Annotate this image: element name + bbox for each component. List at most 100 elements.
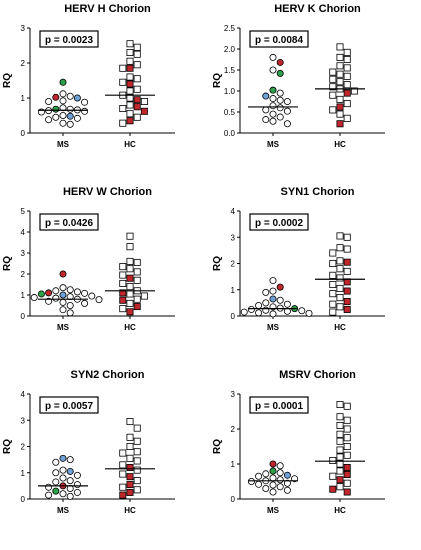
data-point-circle (66, 492, 74, 500)
data-point-circle (269, 481, 277, 489)
data-point-square (343, 114, 351, 122)
data-point-circle (247, 305, 255, 313)
data-point-circle (66, 105, 74, 113)
p-value-box (249, 396, 309, 414)
data-point-circle (269, 117, 277, 125)
p-value-box (39, 396, 99, 414)
data-point-circle (262, 470, 270, 478)
data-point-circle (283, 486, 291, 494)
data-point-circle (262, 299, 270, 307)
y-tick-label: 0.0 (224, 129, 236, 138)
data-point-circle (45, 116, 53, 124)
data-point-circle (59, 104, 67, 112)
data-point-circle (59, 298, 67, 306)
data-point-square (126, 418, 134, 426)
data-point-circle (52, 294, 60, 302)
data-point-square (126, 40, 134, 48)
scatter-plot: SYN1 Chorion RQ 0 1 2 3 4 MS HC p = 0.0002 (212, 186, 385, 332)
data-point-circle (298, 307, 306, 315)
data-point-circle (240, 308, 248, 316)
y-axis-label: RQ (2, 256, 13, 271)
data-point-circle (73, 94, 81, 102)
data-point-circle (269, 310, 277, 318)
data-point-circle (88, 292, 96, 300)
data-point-square (126, 433, 134, 441)
data-point-circle (59, 474, 67, 482)
data-point-circle (269, 86, 277, 94)
data-point-square (133, 113, 141, 121)
data-point-square (133, 276, 141, 284)
panel-title: MSRV Chorion (279, 369, 356, 381)
y-tick-label: 2 (21, 59, 26, 68)
data-point-circle (66, 467, 74, 475)
data-point-square (126, 443, 134, 451)
panel-title: HERV W Chorion (63, 186, 152, 198)
panel-title: HERV H Chorion (64, 3, 151, 15)
scatter-plot: MSRV Chorion RQ 0 1 2 3 MS HC p = 0.0001 (212, 369, 385, 515)
data-point-circle (59, 466, 67, 474)
data-point-circle (73, 114, 81, 122)
data-point-square (343, 305, 351, 313)
y-tick-label: 2 (231, 425, 236, 434)
data-point-square (336, 95, 344, 103)
category-label: MS (57, 506, 70, 515)
data-point-square (343, 434, 351, 442)
data-point-square (329, 290, 337, 298)
data-point-circle (276, 69, 284, 77)
data-point-square (126, 94, 134, 102)
data-point-square (336, 437, 344, 445)
y-tick-label: 0.5 (224, 108, 236, 117)
scatter-plot: SYN2 Chorion RQ 0 1 2 3 4 MS HC p = 0.0057 (2, 369, 175, 515)
data-point-circle (81, 98, 89, 106)
scatter-plot: HERV H Chorion RQ 0 1 2 3 MS HC p = 0.0023 (2, 3, 175, 149)
data-point-circle (59, 284, 67, 292)
data-point-circle (45, 491, 53, 499)
data-point-square (343, 471, 351, 479)
y-tick-label: 0 (21, 312, 26, 321)
data-point-square (133, 103, 141, 111)
data-point-square (133, 61, 141, 69)
data-point-square (336, 274, 344, 282)
data-point-square (133, 75, 141, 83)
data-point-circle (276, 469, 284, 477)
p-value-label: p = 0.0426 (45, 218, 94, 229)
data-point-square (336, 483, 344, 491)
data-point-square (126, 464, 134, 472)
y-tick-label: 0 (231, 495, 236, 504)
data-point-square (133, 85, 141, 93)
data-point-square (126, 274, 134, 282)
y-tick-label: 4 (231, 207, 236, 216)
data-point-square (336, 422, 344, 430)
scatter-plot: HERV K Chorion RQ 0.0 0.5 1.0 1.5 2.0 2.5 MS HC p … (212, 3, 385, 149)
panel-title: SYN1 Chorion (281, 186, 355, 198)
data-point-square (336, 53, 344, 61)
data-point-square (343, 287, 351, 295)
data-point-square (133, 268, 141, 276)
data-point-circle (269, 110, 277, 118)
data-point-square (343, 56, 351, 64)
data-point-square (343, 245, 351, 253)
data-point-circle (66, 286, 74, 294)
data-point-square (336, 103, 344, 111)
p-value-label: p = 0.0001 (255, 401, 304, 412)
data-point-square (119, 279, 127, 287)
data-point-square (133, 466, 141, 474)
data-point-square (336, 265, 344, 273)
data-point-circle (52, 287, 60, 295)
data-point-circle (276, 113, 284, 121)
data-point-square (343, 267, 351, 275)
data-point-square (119, 271, 127, 279)
category-label: HC (124, 506, 136, 515)
data-point-circle (276, 476, 284, 484)
data-point-square (336, 70, 344, 78)
data-point-square (329, 68, 337, 76)
data-point-square (350, 87, 358, 95)
data-point-square (329, 281, 337, 289)
y-axis-label: RQ (212, 439, 223, 454)
data-point-circle (59, 490, 67, 498)
data-point-circle (59, 270, 67, 278)
data-point-circle (81, 107, 89, 115)
data-point-circle (269, 53, 277, 61)
data-point-circle (45, 483, 53, 491)
